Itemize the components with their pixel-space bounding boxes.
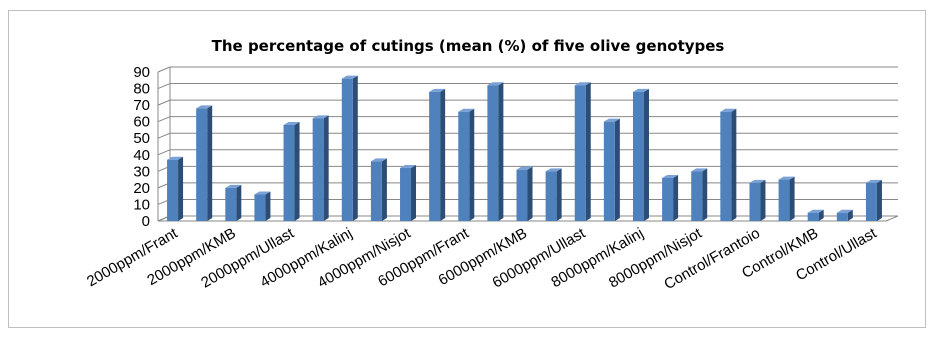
bar — [865, 182, 877, 221]
bar-top — [574, 82, 591, 86]
bar-side — [352, 75, 358, 221]
y-tick-label: 80 — [133, 81, 150, 98]
bar — [429, 91, 441, 221]
bar-side — [731, 108, 737, 221]
bar — [749, 182, 761, 221]
bar — [487, 85, 499, 221]
bar-top — [778, 176, 795, 180]
bar — [312, 118, 324, 221]
bar-side — [614, 118, 620, 221]
gridline-side — [157, 132, 171, 139]
bar — [225, 187, 237, 221]
bar-top — [370, 158, 387, 162]
bar-side — [673, 174, 679, 221]
bar-top — [429, 88, 446, 92]
bar — [516, 169, 528, 221]
bar-side — [498, 82, 504, 221]
bar-top — [400, 165, 417, 169]
bar-top — [516, 166, 533, 170]
bar — [603, 121, 615, 221]
bar-top — [662, 174, 679, 178]
bar — [458, 111, 470, 221]
bar-top — [341, 75, 358, 79]
gridline-side — [157, 116, 171, 123]
bar-top — [836, 209, 853, 213]
bar-side — [702, 168, 708, 221]
bar-top — [254, 191, 271, 195]
bar-side — [294, 121, 300, 221]
bar — [283, 124, 295, 221]
bar-side — [818, 209, 824, 221]
gridline-side — [157, 83, 171, 90]
bar — [632, 91, 644, 221]
bar-top — [283, 121, 300, 125]
bar — [691, 171, 703, 221]
bar-top — [458, 108, 475, 112]
y-tick-label: 20 — [133, 180, 150, 197]
chart-title: The percentage of cutings (mean (%) of f… — [211, 37, 725, 55]
bar-side — [847, 209, 853, 221]
bar — [400, 168, 412, 221]
bar-top — [865, 179, 882, 183]
bar-top — [225, 184, 242, 188]
bar-side — [527, 166, 533, 221]
y-tick-label: 10 — [133, 196, 150, 213]
y-tick-label: 40 — [133, 147, 150, 164]
bar — [341, 78, 353, 221]
bar-side — [440, 88, 446, 221]
bar-side — [236, 184, 242, 221]
bar-side — [876, 179, 882, 221]
bar — [720, 111, 732, 221]
bar-top — [720, 108, 737, 112]
bar-side — [789, 176, 795, 221]
bar-side — [556, 168, 562, 221]
bar — [196, 108, 208, 221]
bar — [778, 179, 790, 221]
bar — [254, 194, 266, 221]
gridline-side — [157, 149, 171, 156]
bar-top — [312, 115, 329, 119]
bar-side — [207, 105, 213, 221]
y-tick-label: 50 — [133, 130, 150, 147]
bar-top — [632, 88, 649, 92]
bar-side — [178, 156, 184, 221]
bar — [370, 161, 382, 221]
bar-side — [323, 115, 329, 221]
bar-side — [381, 158, 387, 221]
bar-side — [411, 165, 417, 221]
bar-top — [167, 156, 184, 160]
bar-top — [807, 209, 824, 213]
bar — [807, 212, 819, 221]
bar-top — [545, 168, 562, 172]
bar-side — [265, 191, 271, 221]
y-tick-label: 70 — [133, 97, 150, 114]
bar-side — [585, 82, 591, 221]
bar — [836, 212, 848, 221]
bar — [167, 159, 179, 221]
bar-side — [760, 179, 766, 221]
bar — [574, 85, 586, 221]
bar-top — [603, 118, 620, 122]
bar-side — [469, 108, 475, 221]
bar-side — [643, 88, 649, 221]
gridline-side — [157, 99, 171, 106]
y-tick-label: 60 — [133, 114, 150, 131]
bar-top — [196, 105, 213, 109]
bar — [545, 171, 557, 221]
bar-top — [487, 82, 504, 86]
y-tick-label: 30 — [133, 163, 150, 180]
bar-top — [749, 179, 766, 183]
bar — [662, 177, 674, 221]
chart-frame: The percentage of cutings (mean (%) of f… — [8, 10, 926, 328]
gridline-side — [157, 66, 171, 73]
y-tick-label: 90 — [133, 64, 150, 81]
bar-top — [691, 168, 708, 172]
y-tick-label: 0 — [142, 213, 150, 230]
